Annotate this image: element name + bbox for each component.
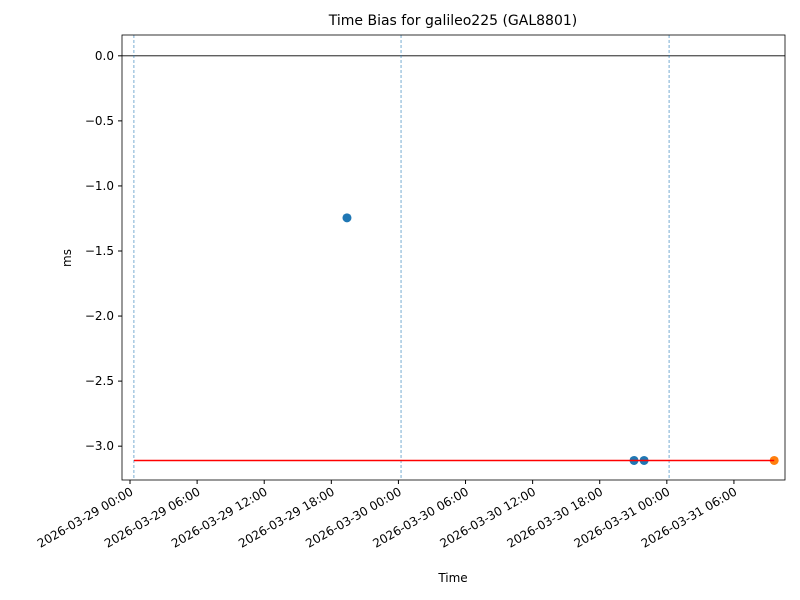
y-tick-label: −1.5 bbox=[85, 244, 114, 258]
y-tick-label: −1.0 bbox=[85, 179, 114, 193]
chart-title: Time Bias for galileo225 (GAL8801) bbox=[328, 13, 578, 29]
y-tick-label: 0.0 bbox=[95, 49, 114, 63]
y-tick-label: −0.5 bbox=[85, 114, 114, 128]
y-axis-label: ms bbox=[60, 249, 74, 267]
y-tick-label: −2.0 bbox=[85, 309, 114, 323]
x-axis-label: Time bbox=[437, 571, 467, 585]
point bbox=[342, 213, 352, 223]
y-tick-label: −2.5 bbox=[85, 374, 114, 388]
plot-frame bbox=[121, 34, 786, 481]
y-tick-label: −3.0 bbox=[85, 439, 114, 453]
